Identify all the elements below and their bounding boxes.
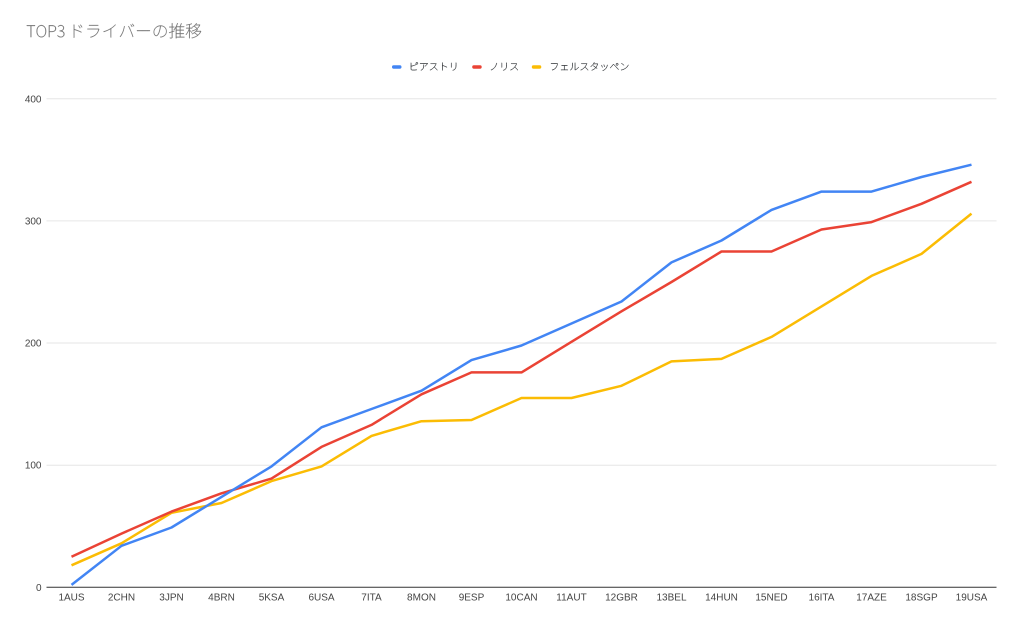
svg-text:18SGP: 18SGP [905, 593, 938, 604]
svg-text:8MON: 8MON [407, 593, 436, 604]
svg-text:4BRN: 4BRN [208, 593, 235, 604]
svg-text:17AZE: 17AZE [856, 593, 887, 604]
svg-text:0: 0 [36, 583, 42, 594]
svg-text:11AUT: 11AUT [556, 593, 586, 604]
svg-text:300: 300 [25, 216, 42, 227]
svg-text:6USA: 6USA [308, 593, 334, 604]
svg-text:15NED: 15NED [755, 593, 787, 604]
svg-text:14HUN: 14HUN [705, 593, 738, 604]
svg-text:13BEL: 13BEL [656, 593, 686, 604]
svg-text:400: 400 [25, 94, 42, 105]
svg-text:200: 200 [25, 339, 42, 350]
svg-text:3JPN: 3JPN [159, 593, 183, 604]
svg-text:100: 100 [25, 461, 42, 472]
svg-text:2CHN: 2CHN [108, 593, 135, 604]
svg-text:1AUS: 1AUS [58, 593, 84, 604]
svg-text:10CAN: 10CAN [505, 593, 537, 604]
svg-text:5KSA: 5KSA [259, 593, 285, 604]
svg-text:19USA: 19USA [956, 593, 988, 604]
svg-text:7ITA: 7ITA [361, 593, 382, 604]
svg-text:16ITA: 16ITA [809, 593, 835, 604]
svg-text:9ESP: 9ESP [459, 593, 485, 604]
svg-text:12GBR: 12GBR [605, 593, 638, 604]
